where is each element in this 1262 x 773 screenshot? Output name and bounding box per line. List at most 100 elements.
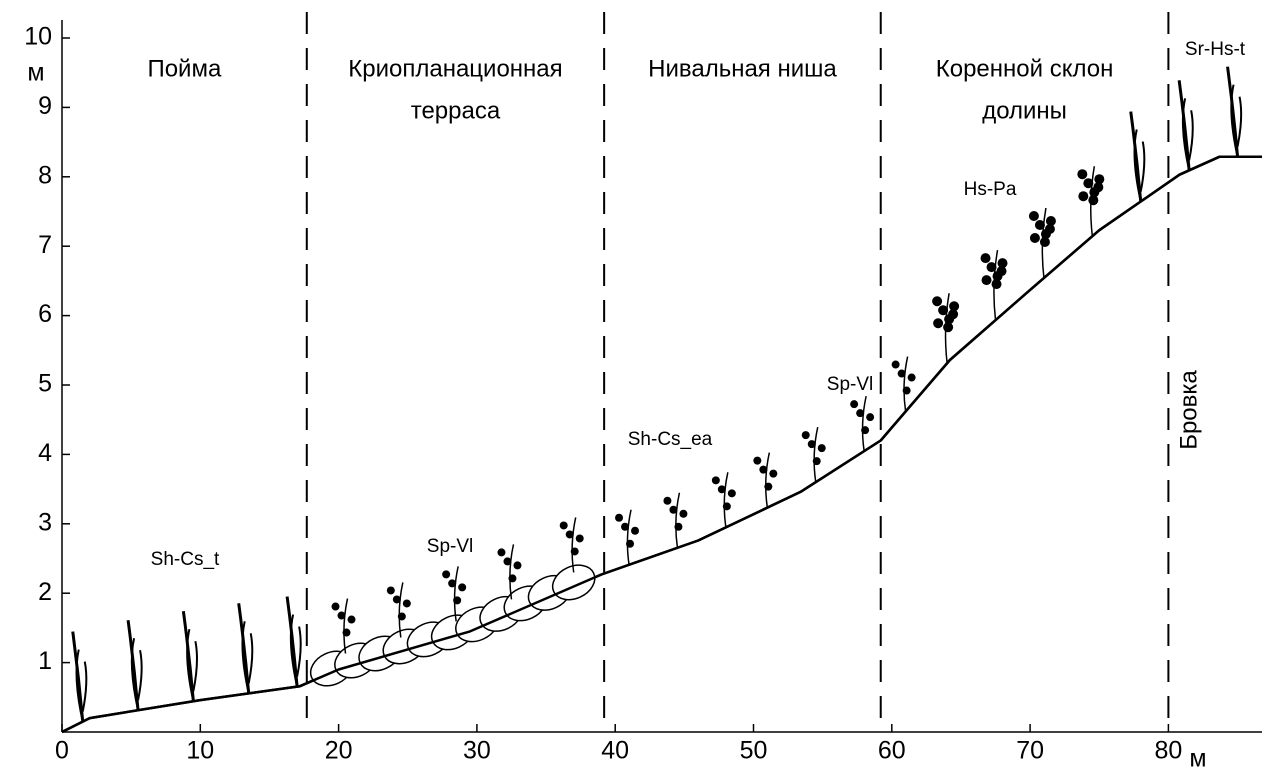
plant-bloom (1094, 174, 1104, 184)
plant-bloom (398, 612, 406, 620)
plant-bloom (933, 318, 943, 328)
plant-bloom (982, 275, 992, 285)
plant-bloom (343, 629, 351, 637)
chart: м м 0102030405060708012345678910ПоймаКри… (0, 0, 1262, 773)
plant-leaf (1134, 130, 1144, 202)
plant-stem (344, 599, 348, 654)
plant-bloom (987, 262, 997, 272)
plant-bloom (513, 561, 521, 569)
plant-bloom (1035, 220, 1045, 230)
plant-bloom (1078, 191, 1088, 201)
plant-bloom (949, 301, 959, 311)
plant-bloom (458, 583, 466, 591)
plant-bloom (753, 457, 761, 465)
y-tick-label: 3 (38, 508, 52, 536)
plant-stem (676, 493, 680, 548)
plant-stem (1228, 67, 1238, 157)
x-tick-label: 10 (186, 737, 214, 765)
plant-stem (510, 544, 514, 599)
plant-bloom (621, 523, 629, 531)
plant-bloom (903, 387, 911, 395)
plant-bloom (1041, 229, 1051, 239)
x-axis-label: м (1189, 745, 1206, 773)
x-tick-label: 0 (55, 737, 69, 765)
plant-bloom (503, 557, 511, 565)
plant-bloom (944, 314, 954, 324)
x-tick-label: 50 (740, 737, 768, 765)
plant-stem (627, 510, 631, 565)
plant-bloom (898, 370, 906, 378)
plant-stem (73, 632, 83, 722)
plant-bloom (663, 497, 671, 505)
plant-leaf (1183, 98, 1193, 170)
plant-leaf (187, 629, 197, 701)
plant-bloom (1077, 169, 1087, 179)
plant-bloom (393, 595, 401, 603)
plant-bloom (332, 603, 340, 611)
plant-bloom (993, 271, 1003, 281)
plant-stem (724, 472, 728, 527)
y-tick-label: 9 (38, 92, 52, 120)
plant-bloom (908, 374, 916, 382)
annotation: Sr-Hs-t (1185, 39, 1246, 60)
plant-bloom (728, 489, 736, 497)
plant-bloom (674, 523, 682, 531)
plant-bloom (442, 570, 450, 578)
plant-bloom (679, 510, 687, 518)
plant-bloom (387, 586, 395, 594)
plant-bloom (1029, 211, 1039, 221)
plant-bloom (403, 599, 411, 607)
y-tick-label: 7 (38, 231, 52, 259)
zone-label: Криопланационная (348, 55, 562, 82)
plant-stem (399, 582, 403, 637)
plant-bloom (802, 431, 810, 439)
plant-bloom (718, 485, 726, 493)
plant-leaf (242, 621, 252, 693)
plant-bloom (861, 426, 869, 434)
plant-bloom (866, 413, 874, 421)
plant-bloom (1030, 233, 1040, 243)
plant-bloom (453, 596, 461, 604)
plant-bloom (813, 457, 821, 465)
zone-label: Коренной склон (936, 55, 1114, 82)
y-tick-label: 10 (24, 23, 52, 51)
plant-bloom (448, 579, 456, 587)
plant-bloom (615, 514, 623, 522)
plant-leaf (76, 650, 86, 722)
annotation: Sh-Cs_ea (628, 429, 713, 450)
y-tick-label: 8 (38, 161, 52, 189)
zone-label: Нивальная ниша (648, 55, 837, 82)
zone-label: долины (982, 97, 1067, 124)
plant-bloom (560, 521, 568, 529)
plant-leaf (1231, 85, 1241, 157)
plant-stem (455, 566, 459, 621)
y-tick-label: 1 (38, 647, 52, 675)
plant-stem (1179, 80, 1189, 170)
x-tick-label: 80 (1154, 737, 1182, 765)
plant-bloom (892, 361, 900, 369)
plant-bloom (769, 470, 777, 478)
plant-bloom (764, 483, 772, 491)
y-tick-label: 5 (38, 370, 52, 398)
plant-bloom (1083, 178, 1093, 188)
y-tick-label: 4 (38, 439, 52, 467)
annotation: Sh-Cs_t (151, 549, 220, 570)
plant-bloom (818, 444, 826, 452)
plant-bloom (626, 540, 634, 548)
y-tick-label: 6 (38, 300, 52, 328)
y-axis-label: м (27, 59, 44, 87)
plant-bloom (981, 253, 991, 263)
plant-stem (572, 517, 576, 572)
zone-label: терраса (411, 97, 501, 124)
plant-stem (766, 453, 770, 508)
annotation: Sp-Vl (827, 374, 873, 395)
plant-bloom (631, 527, 639, 535)
plant-bloom (850, 400, 858, 408)
x-tick-label: 60 (878, 737, 906, 765)
plant-bloom (1089, 187, 1099, 197)
plant-stem (904, 357, 908, 412)
plant-stem (814, 427, 818, 482)
plant-stem (128, 620, 138, 710)
plant-bloom (338, 612, 346, 620)
plant-stem (287, 597, 297, 687)
